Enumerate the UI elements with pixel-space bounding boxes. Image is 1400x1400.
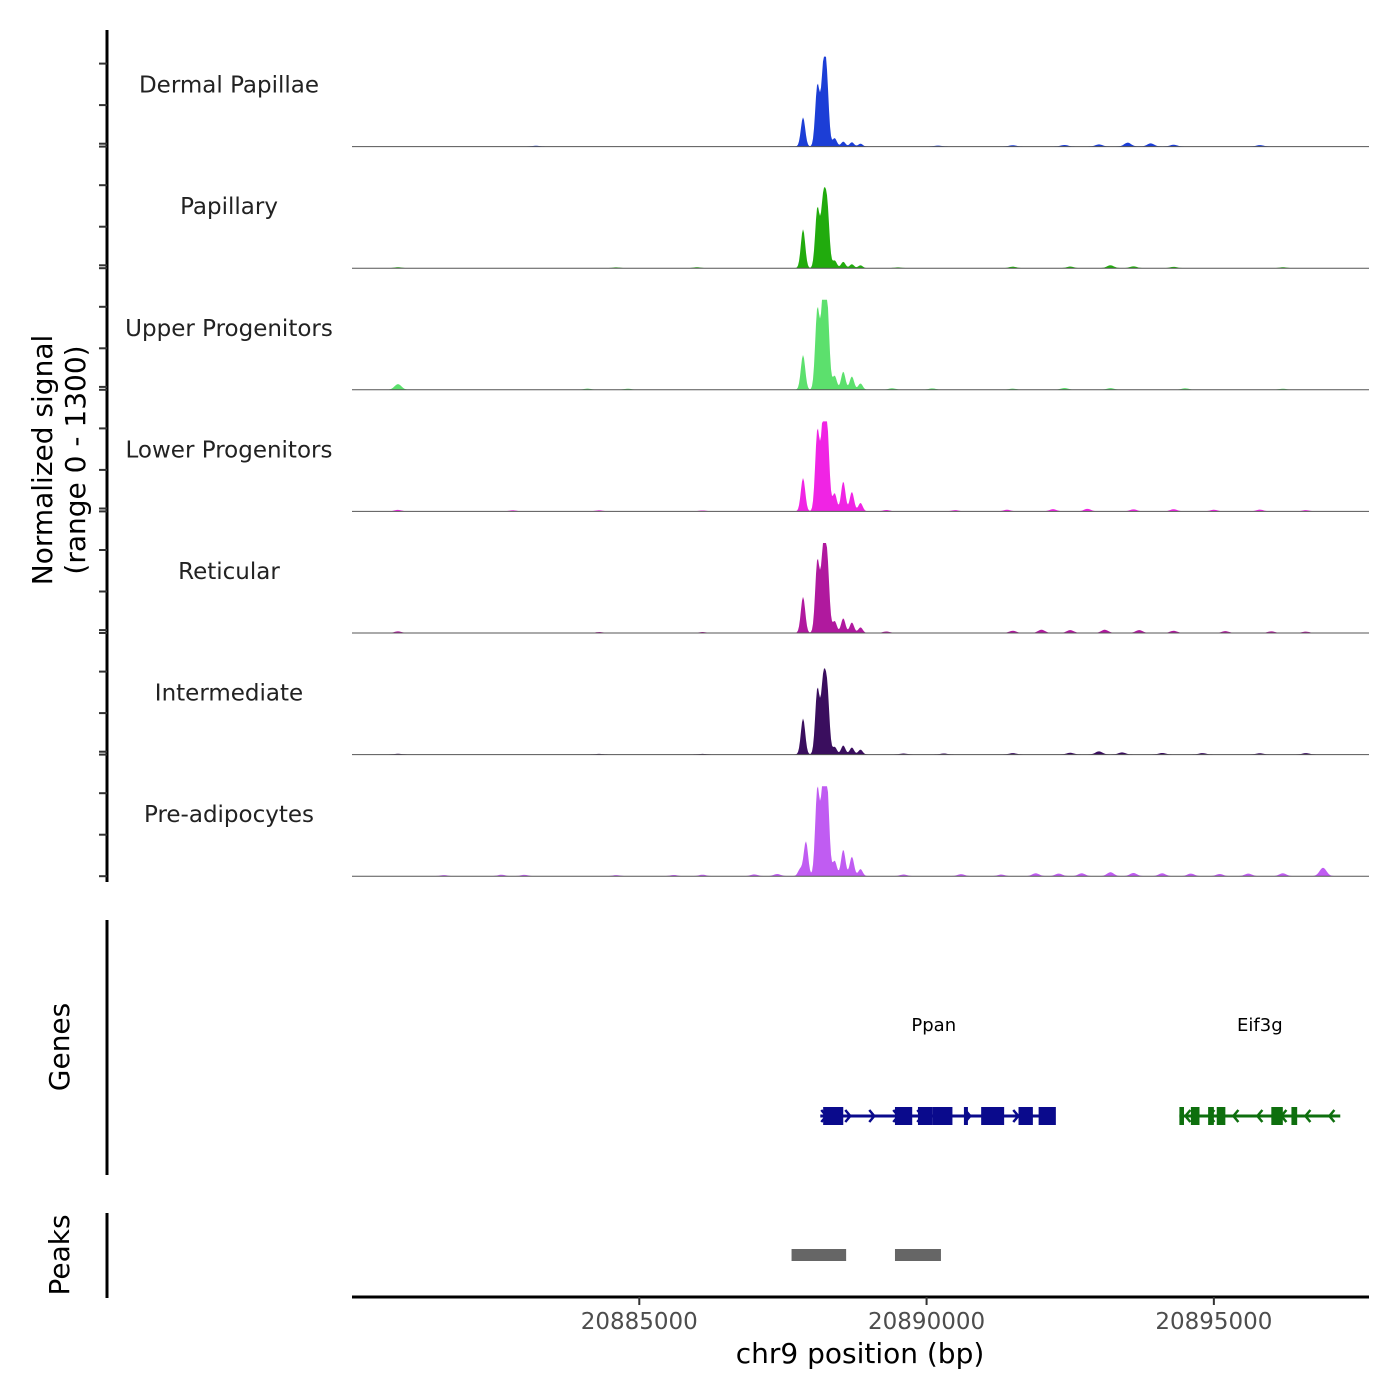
- track-label: Reticular: [178, 559, 280, 585]
- track-label: Lower Progenitors: [126, 437, 333, 463]
- x-tick-label: 20890000: [868, 1309, 985, 1335]
- x-tick-label: 20895000: [1155, 1309, 1272, 1335]
- x-axis-title: chr9 position (bp): [736, 1337, 985, 1370]
- track-label: Pre-adipocytes: [144, 802, 314, 828]
- y-ticks-layer: [99, 62, 107, 878]
- coverage-area: [352, 421, 1369, 512]
- gene-exon: [1179, 1107, 1184, 1125]
- track-label: Upper Progenitors: [125, 316, 333, 342]
- coverage-area: [352, 668, 1369, 755]
- gene-exon: [823, 1107, 844, 1125]
- gene-exon: [1038, 1107, 1056, 1125]
- track-dermal-papillae: Dermal Papillae: [139, 56, 1369, 148]
- gene-exon: [917, 1107, 933, 1125]
- coverage-area: [352, 187, 1369, 269]
- peaks-panel-title: Peaks: [43, 1214, 76, 1295]
- strand-arrow: [1255, 1109, 1264, 1123]
- gene-exon: [1291, 1107, 1298, 1125]
- y-axis-title-line2: (range 0 - 1300): [59, 345, 92, 574]
- strand-arrow: [1012, 1109, 1020, 1123]
- tracks-layer: Dermal Papillae Papillary Upper Progenitor…: [125, 56, 1369, 877]
- strand-arrow: [1327, 1109, 1336, 1123]
- track-label: Intermediate: [155, 681, 303, 707]
- peak-region: [894, 1249, 941, 1261]
- strand-arrow: [1303, 1109, 1312, 1123]
- track-upper-progenitors: Upper Progenitors: [125, 299, 1369, 391]
- peaks-layer: [791, 1249, 941, 1261]
- track-label: Papillary: [180, 194, 278, 220]
- coverage-area: [352, 543, 1369, 633]
- strand-arrow: [1183, 1109, 1192, 1123]
- gene-label: Ppan: [911, 1015, 956, 1036]
- gene-exon: [1018, 1107, 1033, 1125]
- y-axis-title-line1: Normalized signal: [26, 335, 59, 586]
- track-lower-progenitors: Lower Progenitors: [126, 421, 1369, 512]
- genes-panel-title: Genes: [43, 1003, 76, 1091]
- gene-exon: [1208, 1107, 1214, 1125]
- gene-exon: [963, 1107, 968, 1125]
- coverage-area: [352, 56, 1369, 147]
- coverage-area: [352, 786, 1369, 877]
- gene-eif3g: Eif3g: [1179, 1015, 1341, 1125]
- strand-arrow: [1231, 1109, 1240, 1123]
- track-intermediate: Intermediate: [155, 668, 1369, 756]
- gene-exon: [894, 1107, 913, 1125]
- gene-exon: [1190, 1107, 1200, 1125]
- genes-layer: Ppan Eif3g: [820, 1015, 1341, 1125]
- peak-region: [791, 1249, 847, 1261]
- gene-label: Eif3g: [1237, 1015, 1283, 1036]
- x-tick-label: 20885000: [581, 1309, 698, 1335]
- gene-ppan: Ppan: [820, 1015, 1056, 1125]
- gene-exon: [1271, 1107, 1283, 1125]
- gene-exon: [1216, 1107, 1226, 1125]
- track-papillary: Papillary: [180, 187, 1369, 269]
- strand-arrow: [844, 1109, 852, 1123]
- strand-arrow: [868, 1109, 876, 1123]
- coverage-area: [352, 299, 1369, 390]
- track-reticular: Reticular: [178, 543, 1369, 634]
- x-ticks-layer: 20885000 20890000 20895000: [581, 1297, 1272, 1335]
- gene-exon: [932, 1107, 953, 1125]
- track-pre-adipocytes: Pre-adipocytes: [144, 786, 1369, 877]
- gene-exon: [981, 1107, 1005, 1125]
- track-label: Dermal Papillae: [139, 73, 319, 99]
